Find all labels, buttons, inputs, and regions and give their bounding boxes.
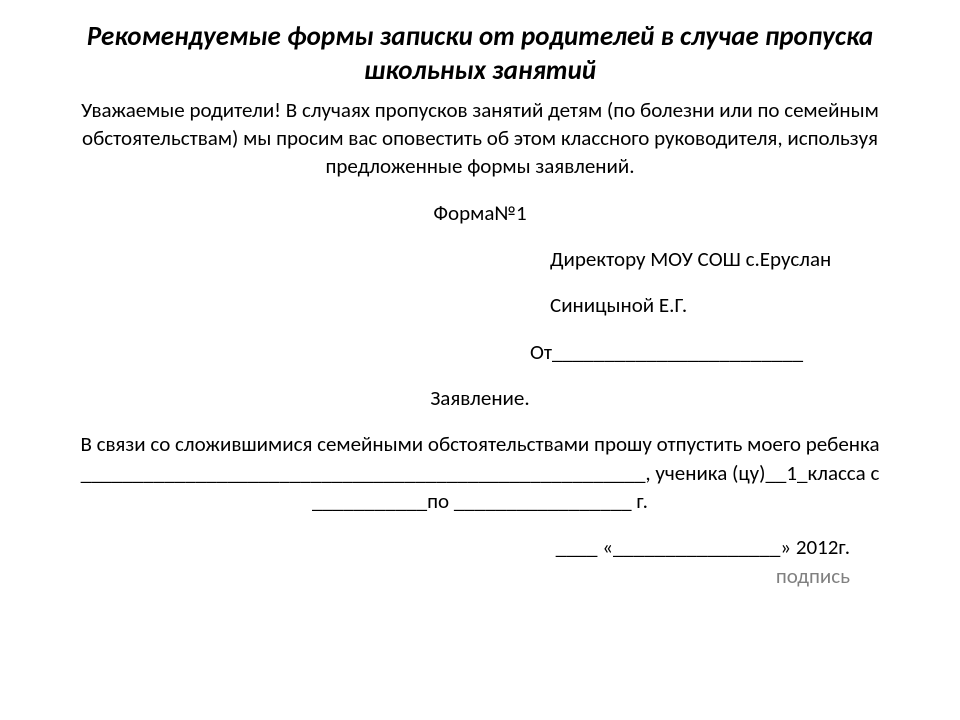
form-number-label: Форма№1 [50,199,910,227]
document-page: Рекомендуемые формы записки от родителей… [0,0,960,720]
addressee-line-2: Синицыной Е.Г. [50,291,910,319]
from-line: От________________________ [50,338,910,366]
document-title: Рекомендуемые формы записки от родителей… [50,20,910,88]
application-body: В связи со сложившимися семейными обстоя… [80,430,880,515]
signature-label: подпись [50,562,910,590]
application-heading: Заявление. [50,384,910,412]
intro-paragraph: Уважаемые родители! В случаях пропусков … [80,96,880,181]
date-line: ____ «________________» 2012г. [50,533,910,561]
addressee-line-1: Директору МОУ СОШ с.Еруслан [50,245,910,273]
